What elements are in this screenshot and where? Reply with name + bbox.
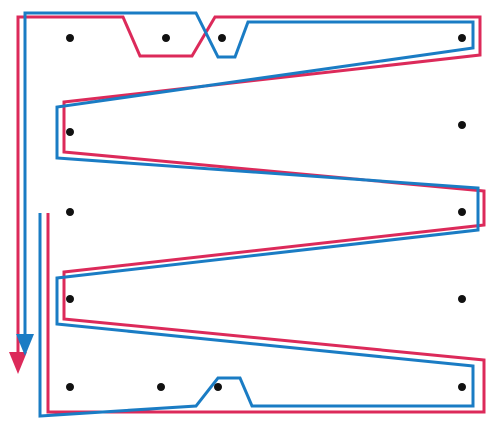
red-arrowhead bbox=[9, 352, 27, 374]
red-serpentine-path bbox=[16, 15, 486, 414]
dot bbox=[157, 383, 165, 391]
dot-grid bbox=[66, 34, 466, 391]
dot bbox=[66, 128, 74, 136]
dot bbox=[458, 295, 466, 303]
dot bbox=[458, 121, 466, 129]
dot bbox=[66, 34, 74, 42]
dot bbox=[218, 34, 226, 42]
dot bbox=[66, 383, 74, 391]
dot bbox=[458, 208, 466, 216]
dot bbox=[66, 295, 74, 303]
blue-serpentine-path bbox=[23, 11, 480, 418]
dot bbox=[458, 383, 466, 391]
blue-arrowhead bbox=[16, 334, 34, 356]
dot bbox=[214, 383, 222, 391]
dot bbox=[162, 34, 170, 42]
dot bbox=[66, 208, 74, 216]
dot bbox=[458, 34, 466, 42]
